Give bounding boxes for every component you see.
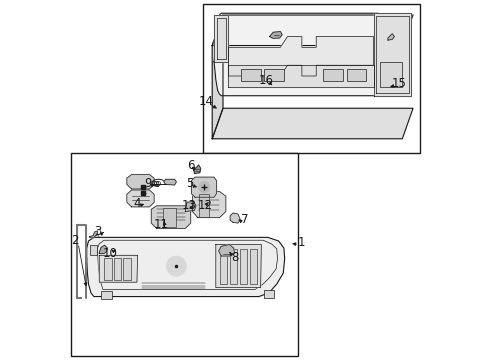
Bar bbox=[264, 291, 274, 298]
Text: 5: 5 bbox=[186, 177, 193, 190]
Bar bbox=[113, 258, 121, 280]
Polygon shape bbox=[89, 231, 97, 238]
Circle shape bbox=[198, 181, 210, 193]
Text: 7: 7 bbox=[240, 213, 248, 226]
Bar bbox=[104, 258, 112, 280]
Bar bbox=[220, 249, 227, 284]
Text: 13: 13 bbox=[181, 199, 196, 212]
Polygon shape bbox=[194, 165, 201, 174]
Text: 6: 6 bbox=[186, 159, 194, 172]
Polygon shape bbox=[230, 213, 240, 223]
Polygon shape bbox=[185, 202, 196, 212]
Polygon shape bbox=[151, 206, 190, 228]
Bar bbox=[70, 153, 298, 356]
Text: 9: 9 bbox=[143, 177, 151, 190]
Polygon shape bbox=[99, 245, 107, 253]
Text: 12: 12 bbox=[197, 199, 212, 212]
Polygon shape bbox=[191, 177, 216, 197]
Polygon shape bbox=[387, 34, 394, 40]
Polygon shape bbox=[214, 15, 228, 62]
Bar bbox=[323, 69, 343, 81]
Text: 10: 10 bbox=[102, 247, 117, 260]
Bar bbox=[123, 258, 131, 280]
Polygon shape bbox=[228, 37, 373, 76]
Polygon shape bbox=[218, 244, 234, 256]
Bar bbox=[203, 4, 419, 153]
Bar bbox=[198, 194, 209, 217]
Polygon shape bbox=[126, 175, 154, 189]
Bar bbox=[230, 249, 237, 284]
Bar bbox=[346, 69, 366, 81]
Text: 2: 2 bbox=[71, 234, 79, 247]
Text: 16: 16 bbox=[258, 74, 273, 87]
Text: 15: 15 bbox=[390, 77, 406, 90]
Text: 14: 14 bbox=[198, 95, 213, 108]
Text: 11: 11 bbox=[154, 218, 168, 231]
Bar bbox=[89, 245, 97, 255]
Polygon shape bbox=[212, 15, 223, 139]
Bar bbox=[379, 62, 401, 87]
Bar bbox=[240, 249, 247, 284]
Bar bbox=[163, 208, 176, 226]
Polygon shape bbox=[99, 255, 137, 282]
Bar bbox=[264, 69, 284, 81]
Bar bbox=[101, 291, 112, 299]
Text: 3: 3 bbox=[94, 225, 102, 238]
Polygon shape bbox=[212, 108, 412, 139]
Polygon shape bbox=[86, 237, 284, 297]
Polygon shape bbox=[163, 179, 176, 185]
Text: 1: 1 bbox=[298, 236, 305, 249]
Bar bbox=[250, 249, 257, 284]
Circle shape bbox=[166, 256, 186, 276]
Polygon shape bbox=[126, 190, 154, 207]
Bar bbox=[241, 69, 260, 81]
Polygon shape bbox=[269, 32, 282, 39]
Text: 8: 8 bbox=[230, 251, 238, 264]
Polygon shape bbox=[228, 65, 373, 87]
Text: 4: 4 bbox=[133, 197, 141, 210]
Polygon shape bbox=[215, 244, 261, 288]
Polygon shape bbox=[212, 15, 412, 45]
Polygon shape bbox=[373, 13, 410, 96]
Polygon shape bbox=[192, 192, 225, 218]
Polygon shape bbox=[214, 13, 410, 96]
